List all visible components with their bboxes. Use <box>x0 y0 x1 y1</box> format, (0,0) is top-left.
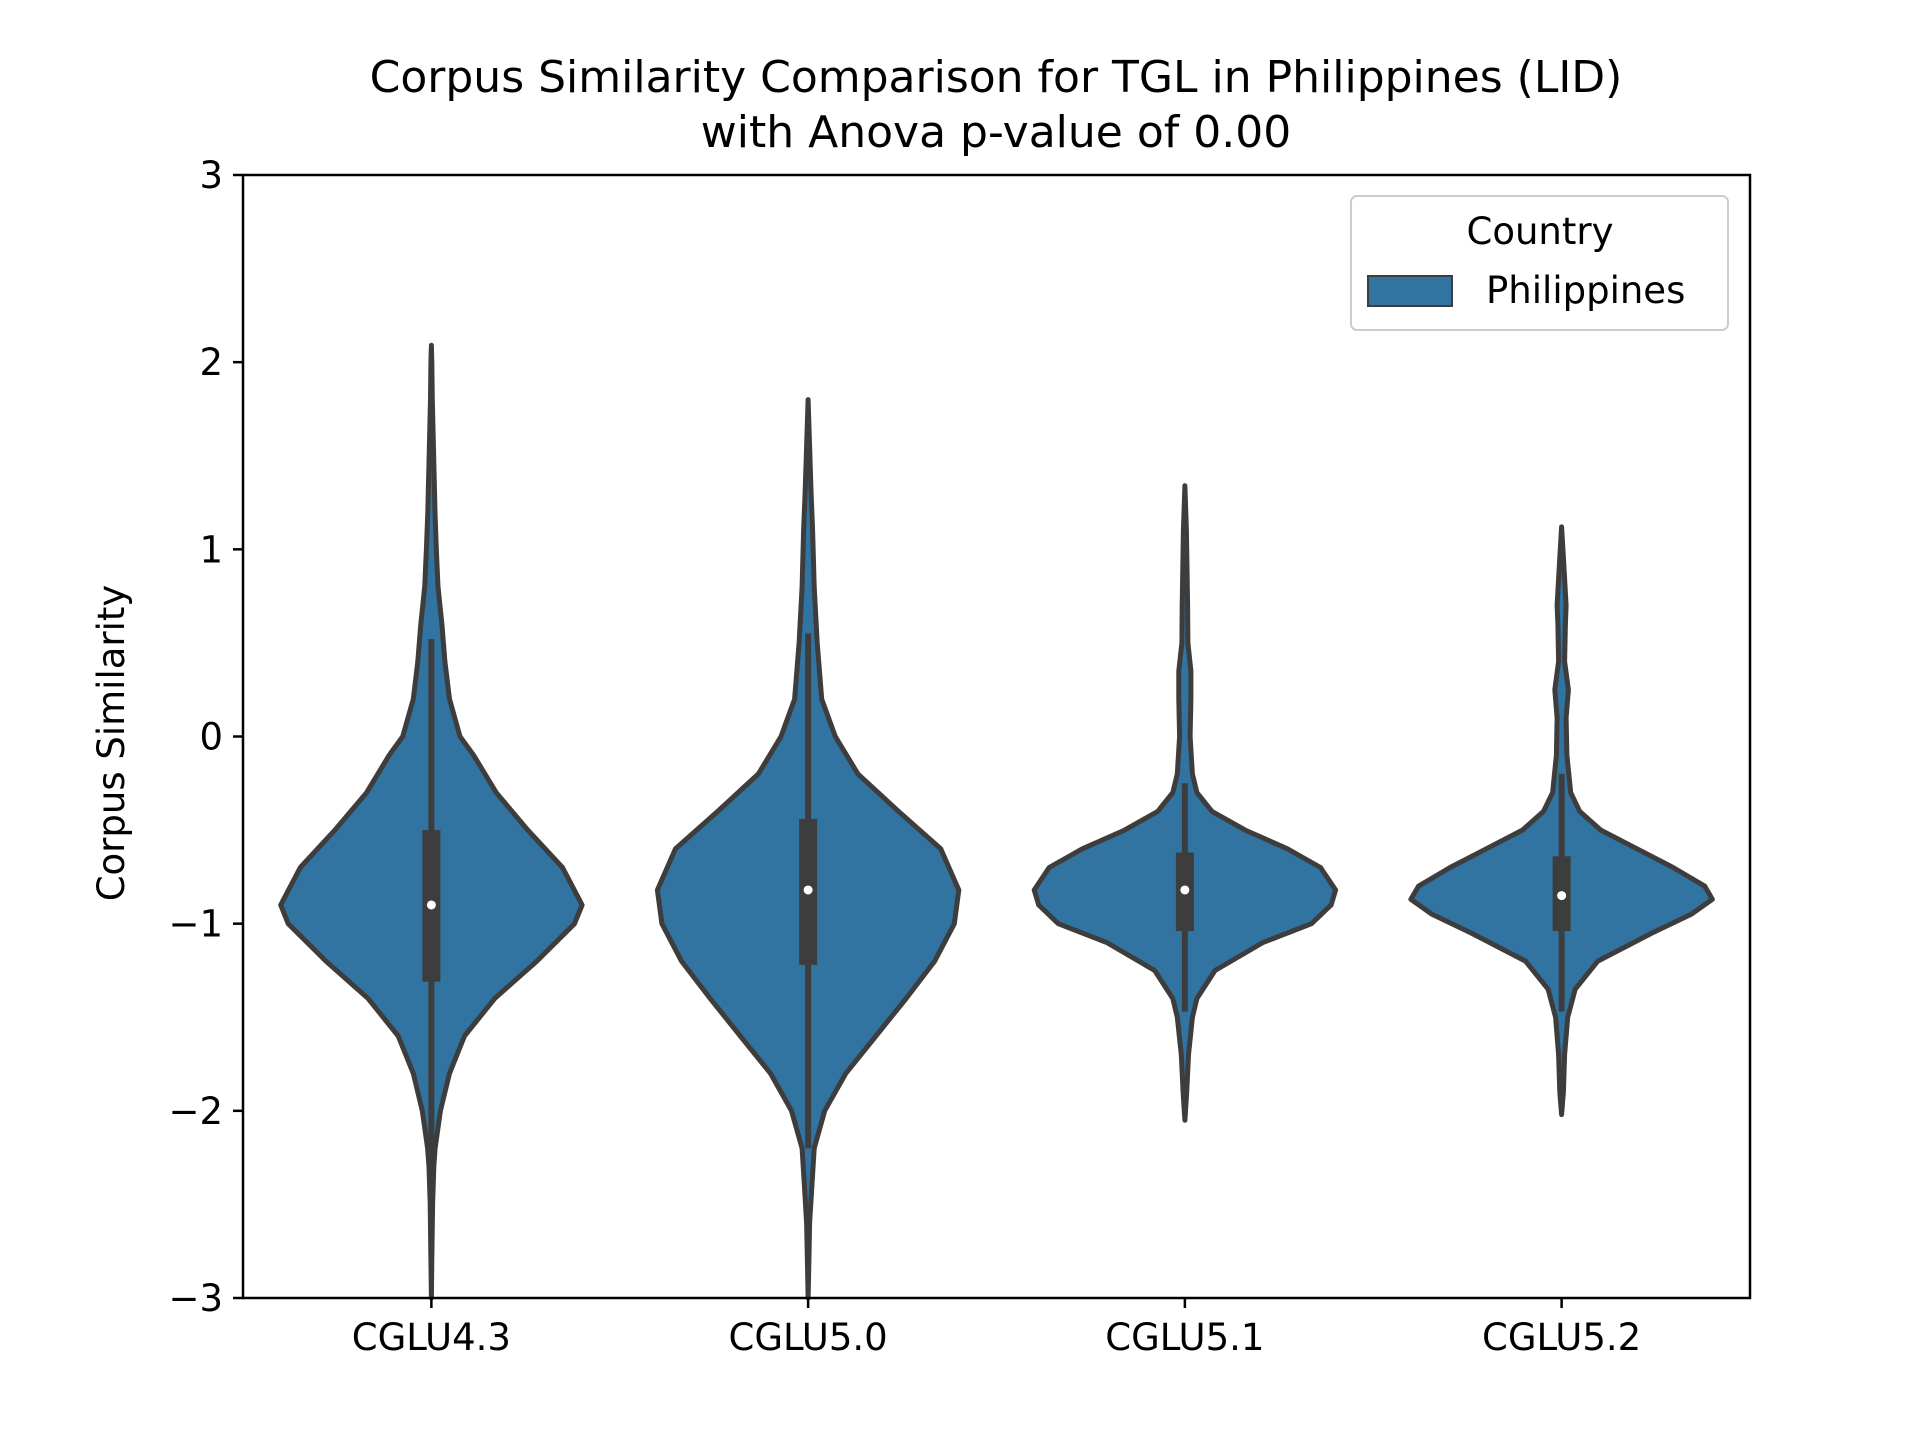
x-tick-label-cglu4-3: CGLU4.3 <box>352 1316 511 1359</box>
y-tick-label-6: 3 <box>199 154 223 197</box>
x-tick-label-cglu5-0: CGLU5.0 <box>729 1316 888 1359</box>
chart-subtitle: with Anova p-value of 0.00 <box>701 107 1291 158</box>
y-axis-label: Corpus Similarity <box>90 585 133 902</box>
x-tick-label-cglu5-1: CGLU5.1 <box>1105 1316 1264 1359</box>
legend: Country Philippines <box>1350 195 1729 331</box>
y-tick-label-5: 2 <box>199 341 223 384</box>
median-dot-cglu5-0 <box>803 885 813 895</box>
y-tick-label-2: −1 <box>168 903 223 946</box>
y-tick-label-4: 1 <box>199 528 223 571</box>
y-tick-label-3: 0 <box>199 716 223 759</box>
median-dot-cglu5-1 <box>1180 885 1190 895</box>
plot-frame <box>241 173 1752 1300</box>
legend-entry-philippines: Philippines <box>1486 269 1685 312</box>
median-dot-cglu4-3 <box>426 900 436 910</box>
legend-title: Country <box>1467 210 1614 253</box>
x-tick-label-cglu5-2: CGLU5.2 <box>1482 1316 1641 1359</box>
axes-layer: CGLU4.3 CGLU5.0 CGLU5.1 CGLU5.2 −3 −2 −1 0 1 2 3 <box>168 154 1641 1359</box>
y-tick-label-1: −2 <box>168 1090 223 1133</box>
median-dot-cglu5-2 <box>1557 891 1567 901</box>
violins-layer <box>278 342 1715 1301</box>
legend-swatch-philippines <box>1367 275 1453 307</box>
chart-title: Corpus Similarity Comparison for TGL in … <box>370 52 1623 103</box>
y-tick-label-0: −3 <box>168 1277 223 1320</box>
